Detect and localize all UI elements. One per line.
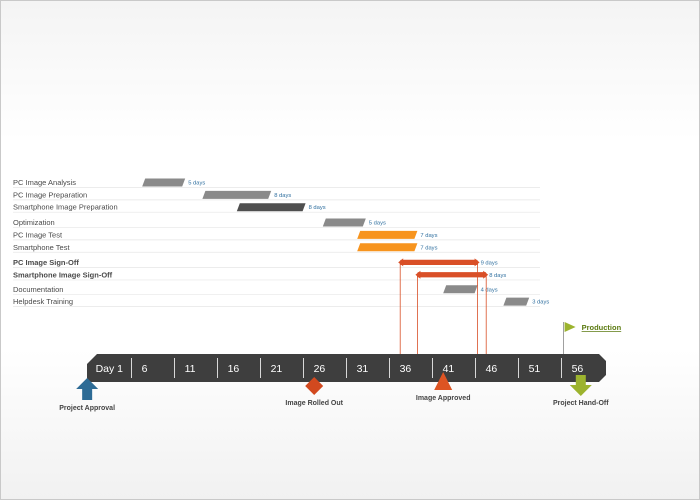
duration-label: 3 days: [532, 300, 549, 306]
milestone-label: Project Approval: [59, 405, 115, 412]
task-bar-end-cap: [483, 270, 489, 279]
axis-tick-label: 51: [529, 363, 541, 375]
axis-tick-label: 6: [142, 363, 148, 375]
duration-label: 5 days: [188, 181, 205, 187]
task-label: Smartphone Image Sign-Off: [13, 270, 113, 279]
task-label: PC Image Analysis: [13, 178, 76, 187]
task-label: Documentation: [13, 285, 63, 294]
task-bar: [417, 272, 487, 278]
task-label: Smartphone Image Preparation: [13, 203, 118, 212]
task-bar: [357, 243, 418, 252]
task-bar: [142, 178, 186, 187]
task-bar: [400, 259, 478, 265]
project-hand-off-arrow-icon: [569, 375, 592, 396]
task-bar: [322, 218, 366, 227]
task-label: PC Image Test: [13, 230, 63, 239]
duration-label: 7 days: [420, 245, 437, 251]
axis-tick-label: 46: [486, 363, 498, 375]
duration-label: 4 days: [481, 287, 498, 293]
image-rolled-out-diamond-icon: [305, 377, 324, 395]
axis-tick-label: 56: [572, 363, 584, 375]
task-bar-end-cap: [474, 258, 480, 267]
task-label: PC Image Sign-Off: [13, 258, 79, 267]
axis-tick-label: 21: [271, 363, 283, 375]
axis-tick-label: 11: [185, 363, 196, 375]
duration-label: 8 days: [309, 205, 326, 211]
image-approved-triangle-icon: [434, 372, 453, 390]
task-bar-start-cap: [415, 270, 421, 279]
task-bar: [357, 230, 418, 239]
milestone-label: Image Rolled Out: [285, 400, 343, 407]
project-approval-arrow-icon: [76, 378, 99, 400]
milestone-label: Project Hand-Off: [553, 400, 609, 407]
task-label: Optimization: [13, 218, 55, 227]
duration-label: 8 days: [274, 193, 291, 199]
task-bar: [236, 203, 306, 212]
milestone-label: Image Approved: [416, 395, 471, 402]
axis-tick-label: 26: [314, 363, 326, 375]
task-label: Helpdesk Training: [13, 297, 73, 306]
task-bar: [202, 190, 272, 199]
task-label: Smartphone Test: [13, 243, 70, 252]
axis-tick-label: 36: [400, 363, 412, 375]
task-label: PC Image Preparation: [13, 190, 87, 199]
task-bar: [503, 297, 530, 306]
task-bar-start-cap: [398, 258, 404, 267]
duration-label: 7 days: [420, 233, 437, 239]
axis-tick-label: 41: [443, 363, 455, 375]
duration-label: 5 days: [369, 221, 386, 227]
task-bar: [443, 285, 478, 294]
axis-tick-label: Day 1: [96, 363, 124, 375]
axis-tick-label: 16: [228, 363, 240, 375]
duration-label: 8 days: [489, 273, 506, 279]
production-flag-icon: [564, 322, 576, 332]
duration-label: 9 days: [481, 261, 498, 267]
production-label: Production: [582, 323, 622, 332]
axis-tick-label: 31: [357, 363, 369, 375]
